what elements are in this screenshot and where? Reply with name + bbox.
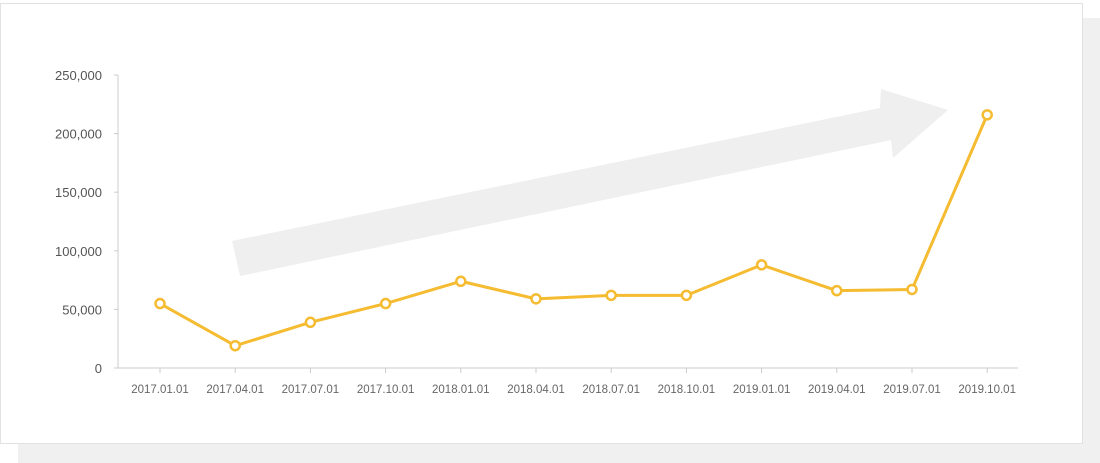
x-tick-label: 2019.01.01: [733, 384, 791, 396]
x-tick-label: 2017.10.01: [357, 384, 415, 396]
y-tick-label: 150,000: [55, 185, 102, 200]
data-point: [379, 297, 392, 310]
data-point: [981, 109, 993, 121]
x-tick-label: 2019.07.01: [883, 384, 941, 396]
data-point: [455, 275, 467, 288]
data-point: [304, 316, 317, 329]
data-point: [154, 297, 166, 310]
x-tick-label: 2017.01.01: [131, 384, 189, 396]
x-tick-label: 2018.04.01: [507, 384, 565, 396]
series-line: [158, 113, 989, 348]
axes: 0 50,000 100,000 150,000 200,000 250,000 2017.…: [55, 68, 1018, 396]
x-tick-label: 2019.10.01: [958, 384, 1016, 396]
data-point: [755, 259, 768, 271]
y-tick-label: 200,000: [55, 127, 102, 142]
data-point: [831, 284, 843, 297]
x-tick-label: 2018.07.01: [582, 384, 640, 396]
data-point: [229, 339, 241, 352]
y-tick-label: 50,000: [62, 302, 102, 317]
y-tick-label: 250,000: [55, 68, 102, 83]
trend-arrow: [232, 89, 948, 276]
x-tick-label: 2017.04.01: [206, 384, 264, 396]
data-point: [605, 289, 617, 302]
y-tick-label: 100,000: [55, 244, 102, 259]
data-point: [680, 289, 693, 302]
chart-card: [0, 3, 1083, 444]
x-tick-label: 2017.07.01: [282, 384, 340, 396]
series-layer: [154, 109, 993, 352]
y-tick-label: 0: [95, 361, 102, 376]
x-tick-label: 2018.10.01: [658, 384, 716, 396]
data-point: [906, 283, 918, 296]
data-point: [530, 293, 542, 305]
x-tick-label: 2019.04.01: [808, 384, 866, 396]
x-tick-label: 2018.01.01: [432, 384, 490, 396]
